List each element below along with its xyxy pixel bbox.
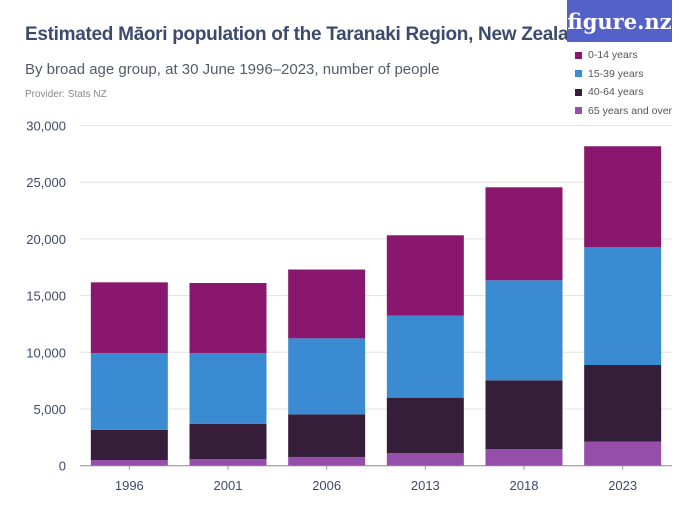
legend-swatch — [575, 51, 582, 59]
bar-segment — [90, 429, 168, 461]
x-tick-label: 2023 — [608, 478, 637, 493]
bar-segment — [584, 247, 662, 366]
bar-segment — [584, 441, 662, 466]
legend-item: 0-14 years — [575, 46, 672, 65]
x-tick-label: 1996 — [115, 478, 144, 493]
legend-swatch — [575, 88, 582, 96]
bar-segment — [386, 452, 464, 466]
y-tick-label: 15,000 — [26, 289, 66, 304]
bar-segment — [386, 315, 464, 398]
provider-label: Provider: Stats NZ — [25, 89, 107, 100]
bar-segment — [90, 352, 168, 430]
chart-title: Estimated Māori population of the Tarana… — [25, 24, 591, 45]
y-tick-label: 30,000 — [26, 119, 66, 134]
bar-segment — [189, 459, 267, 466]
legend-item: 40-64 years — [575, 83, 672, 102]
y-tick-label: 5,000 — [33, 402, 66, 417]
legend-item: 65 years and over — [575, 102, 672, 121]
bar-segment — [288, 456, 366, 466]
bar-segment — [189, 283, 267, 353]
y-tick-label: 25,000 — [26, 175, 66, 190]
legend-swatch — [575, 70, 582, 78]
chart-subtitle: By broad age group, at 30 June 1996–2023… — [25, 61, 440, 78]
bar-segment — [90, 282, 168, 353]
bar-segment — [288, 269, 366, 339]
x-tick-label: 2001 — [214, 478, 243, 493]
bar-segment — [485, 449, 563, 466]
bar-segment — [189, 423, 267, 460]
bar-segment — [189, 352, 267, 424]
bar-segment — [90, 460, 168, 466]
bar-segment — [485, 280, 563, 381]
bar-segment — [386, 235, 464, 316]
bar-segment — [288, 414, 366, 457]
legend-item: 15-39 years — [575, 65, 672, 84]
y-tick-label: 0 — [59, 459, 66, 474]
y-tick-label: 10,000 — [26, 345, 66, 360]
bar-segment — [288, 338, 366, 415]
bar-segment — [386, 397, 464, 453]
legend-label: 0-14 years — [588, 49, 638, 62]
x-tick-label: 2006 — [312, 478, 341, 493]
y-tick-label: 20,000 — [26, 232, 66, 247]
bar-segment — [485, 380, 563, 450]
bar-segment — [584, 146, 662, 248]
bar-segment — [584, 365, 662, 442]
figure-nz-logo[interactable]: figure.nz — [567, 0, 672, 42]
legend-label: 65 years and over — [588, 104, 673, 117]
legend-swatch — [575, 107, 582, 115]
bar-segment — [485, 187, 563, 281]
legend-label: 40-64 years — [588, 86, 644, 99]
x-tick-label: 2018 — [510, 478, 539, 493]
legend: 0-14 years 15-39 years 40-64 years 65 ye… — [575, 46, 672, 120]
x-tick-label: 2013 — [411, 478, 440, 493]
legend-label: 15-39 years — [588, 67, 644, 80]
